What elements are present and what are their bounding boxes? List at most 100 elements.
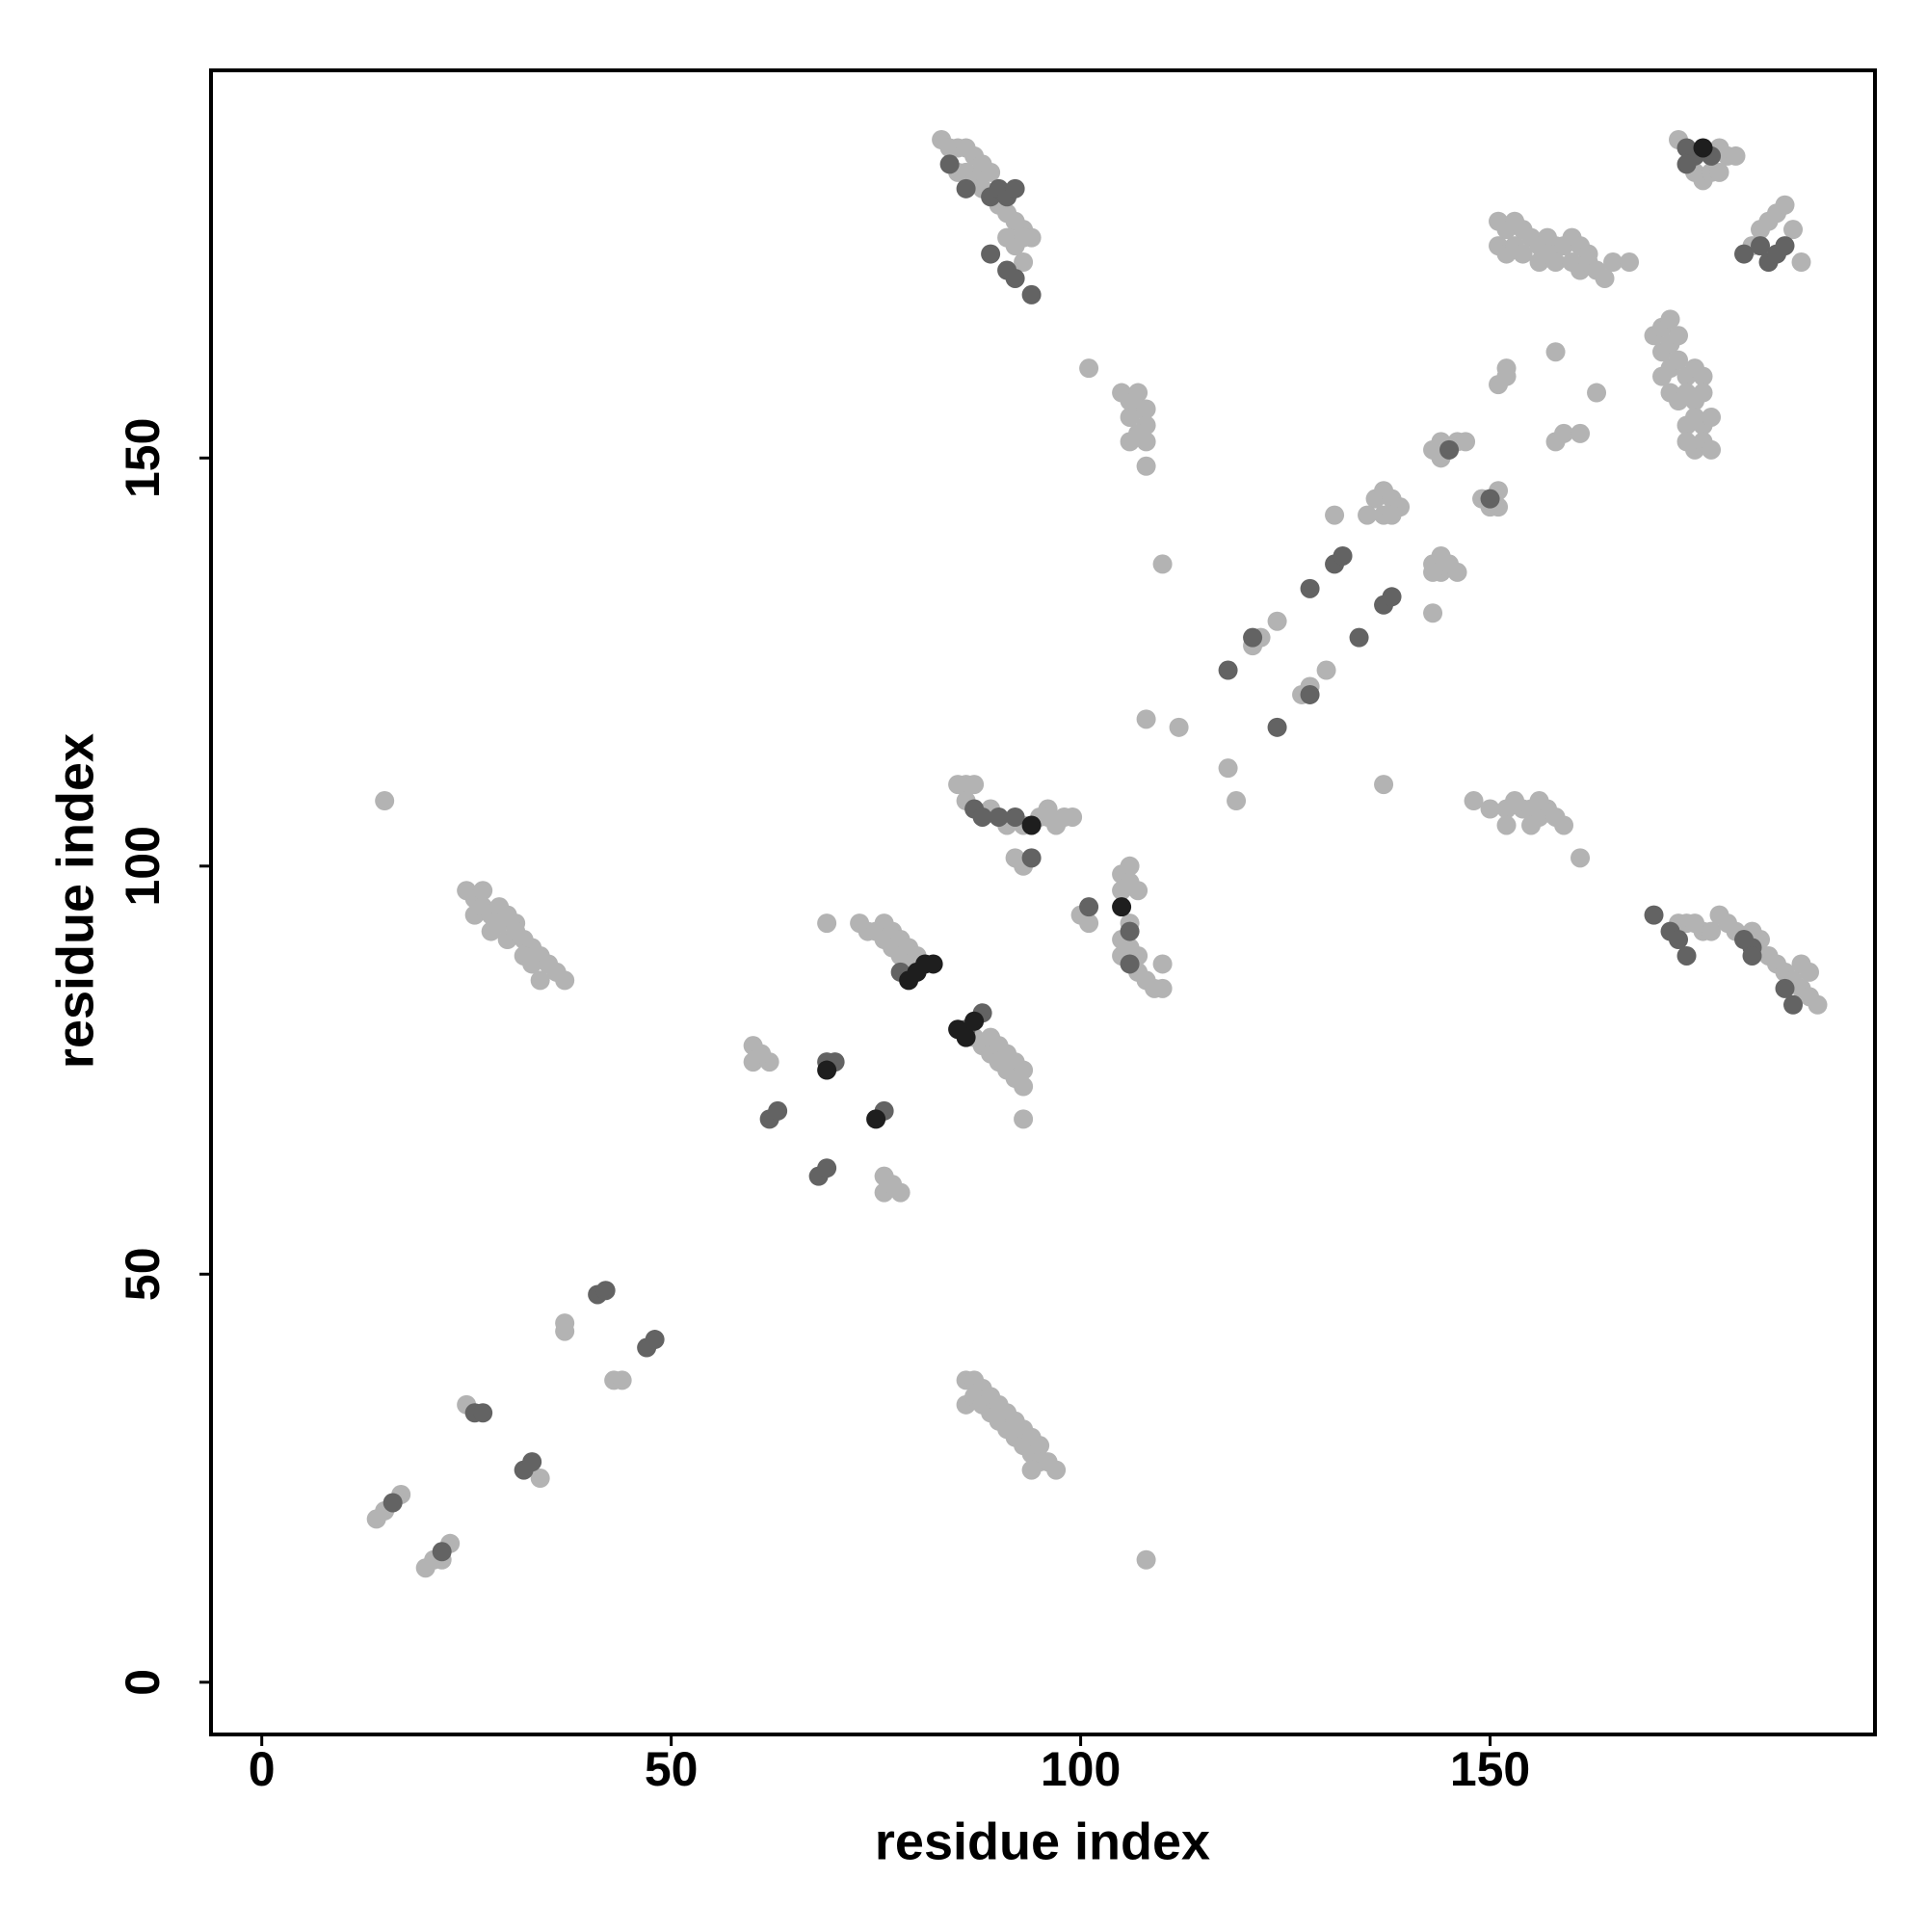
contact-point	[1152, 954, 1173, 974]
y-axis-title: residue index	[46, 733, 104, 1069]
contact-point	[817, 1060, 837, 1080]
contact-point	[432, 1542, 452, 1562]
contact-point	[1358, 505, 1378, 525]
x-tick-label: 50	[645, 1742, 699, 1796]
contact-point	[1529, 791, 1549, 811]
contact-point	[473, 881, 493, 901]
contact-point	[1545, 252, 1566, 273]
contact-point	[1571, 848, 1591, 868]
contact-point	[1726, 146, 1746, 166]
contact-point	[1447, 562, 1467, 582]
contact-point	[1734, 244, 1755, 264]
y-tick-label: 50	[116, 1247, 170, 1301]
contact-point	[1775, 236, 1795, 256]
contact-point	[383, 1493, 403, 1513]
contact-point	[612, 1370, 632, 1390]
contact-point	[1136, 456, 1156, 476]
contact-point	[1751, 220, 1771, 240]
contact-point	[473, 1403, 493, 1423]
contact-point	[1120, 921, 1140, 941]
contact-point	[1325, 505, 1345, 525]
contact-point	[972, 807, 992, 827]
contact-point	[530, 970, 550, 991]
contact-point	[1742, 945, 1762, 966]
contact-point	[1021, 815, 1042, 835]
contact-point	[1120, 954, 1140, 974]
contact-point	[1349, 627, 1369, 648]
contact-point	[956, 1027, 976, 1047]
contact-point	[1456, 432, 1476, 452]
contact-point	[1669, 930, 1689, 950]
contact-point	[1014, 1060, 1034, 1080]
contact-point	[595, 1281, 616, 1301]
contact-point	[1676, 945, 1697, 966]
contact-point	[1079, 897, 1099, 917]
contact-point	[1382, 505, 1402, 525]
contact-point	[1620, 252, 1640, 273]
x-tick-label: 100	[1041, 1742, 1121, 1796]
y-tick-label: 100	[116, 826, 170, 906]
contact-point	[1791, 252, 1811, 273]
contact-point	[1496, 815, 1517, 835]
contact-point	[1693, 366, 1713, 386]
contact-point	[1775, 195, 1795, 215]
contact-point	[1152, 978, 1173, 998]
x-tick-label: 150	[1450, 1742, 1530, 1796]
contact-point	[1423, 562, 1443, 582]
contact-point	[1783, 220, 1804, 240]
contact-point	[1021, 284, 1042, 304]
contact-point	[1120, 856, 1140, 876]
contact-point	[1513, 244, 1533, 264]
contact-point	[1382, 587, 1402, 607]
contact-point	[1136, 709, 1156, 729]
contact-point	[1267, 611, 1287, 631]
contact-point	[1267, 717, 1287, 737]
contact-point	[1079, 913, 1099, 934]
contact-point	[1014, 252, 1034, 273]
contact-point	[1128, 881, 1148, 901]
contact-point	[1005, 807, 1025, 827]
contact-point	[1693, 383, 1713, 403]
contact-point	[1702, 407, 1722, 427]
contact-point	[1030, 1436, 1050, 1456]
contact-point	[1079, 358, 1099, 379]
contact-point	[1136, 399, 1156, 419]
contact-point	[1227, 791, 1247, 811]
contact-point	[1014, 1076, 1034, 1097]
plot-frame	[209, 68, 1877, 1736]
contact-point	[1169, 717, 1189, 737]
contact-point	[1545, 342, 1566, 362]
contact-point	[1014, 227, 1034, 248]
contact-point	[555, 970, 575, 991]
contact-point	[1218, 660, 1238, 680]
contact-point	[1464, 791, 1484, 811]
contact-point	[1808, 994, 1828, 1015]
contact-point	[1243, 627, 1263, 648]
contact-point	[1775, 978, 1795, 998]
contact-point	[1702, 439, 1722, 460]
contact-point	[1603, 252, 1623, 273]
contact-point	[555, 1321, 575, 1341]
contact-point	[923, 954, 943, 974]
contact-point	[899, 970, 919, 991]
contact-point	[1554, 423, 1574, 443]
contact-point	[1014, 1109, 1034, 1129]
contact-point	[1136, 432, 1156, 452]
contact-point	[768, 1100, 788, 1121]
contact-point	[1644, 905, 1664, 925]
contact-point	[530, 1469, 550, 1489]
contact-point	[1521, 815, 1542, 835]
contact-point	[1800, 962, 1820, 982]
contact-point	[752, 1044, 772, 1064]
contact-point	[883, 1175, 903, 1195]
contact-point	[817, 913, 837, 934]
contact-point	[1152, 554, 1173, 574]
contact-point	[1702, 921, 1722, 941]
contact-point	[1128, 383, 1148, 403]
contact-point	[1021, 848, 1042, 868]
contact-point	[1005, 268, 1025, 288]
contact-point	[1669, 326, 1689, 346]
contact-point	[1439, 439, 1460, 460]
contact-point	[1751, 236, 1771, 256]
